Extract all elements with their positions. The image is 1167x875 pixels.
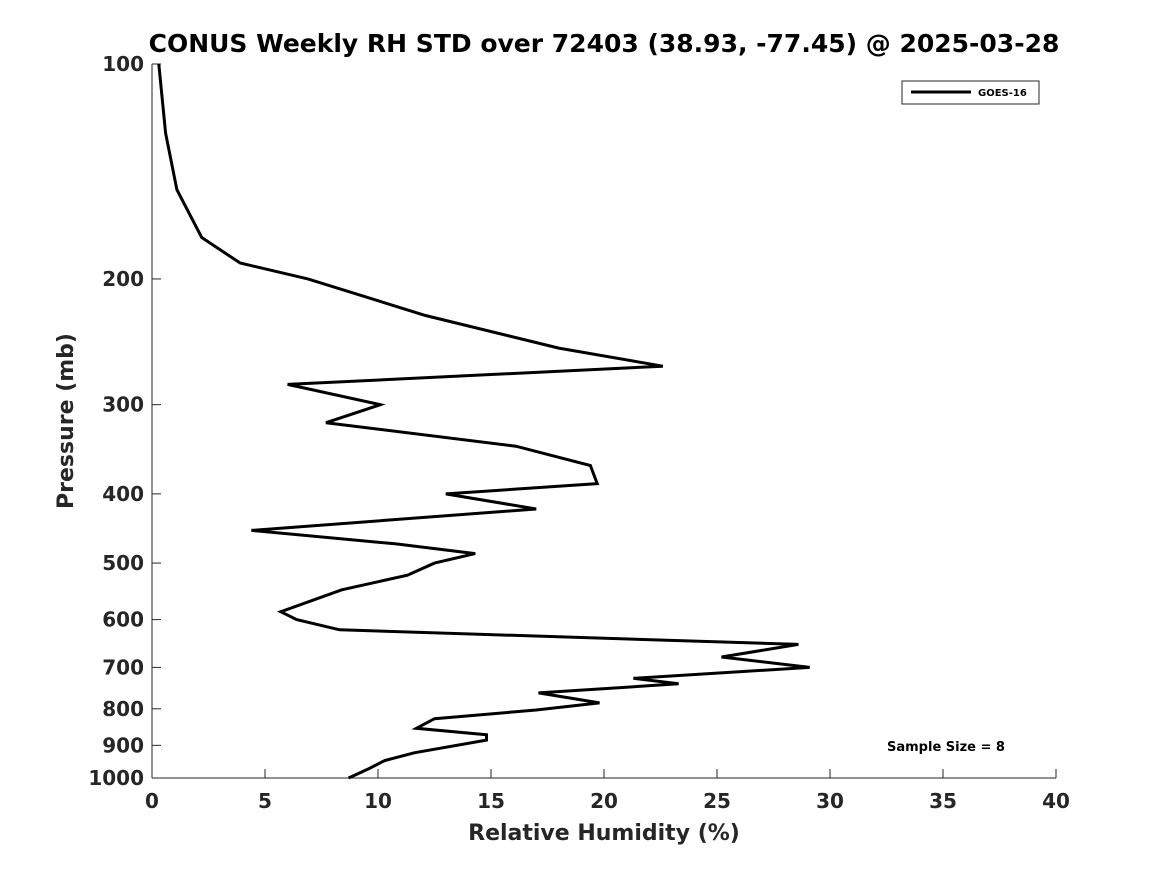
y-tick-label: 600 — [102, 608, 144, 632]
x-tick-label: 5 — [258, 789, 272, 813]
legend-label-goes-16: GOES-16 — [978, 88, 1027, 99]
legend: GOES-16 — [901, 80, 1040, 105]
y-tick-label: 400 — [102, 482, 144, 506]
x-tick-label: 0 — [145, 789, 159, 813]
x-tick-label: 35 — [929, 789, 957, 813]
sample-size-annotation: Sample Size = 8 — [887, 740, 1005, 755]
x-tick-label: 40 — [1042, 789, 1070, 813]
plot-area: 0 5 10 15 20 25 30 35 40 100 200 300 400 500 600 700 800… — [88, 52, 1070, 813]
y-tick-label: 300 — [102, 393, 144, 417]
y-tick-label: 200 — [102, 267, 144, 291]
y-tick-label: 100 — [102, 52, 144, 76]
x-tick-label: 10 — [364, 789, 392, 813]
y-tick-label: 800 — [102, 697, 144, 721]
y-tick-label: 500 — [102, 551, 144, 575]
y-tick-label: 1000 — [88, 766, 144, 790]
series-line-goes-16 — [157, 63, 810, 780]
x-tick-label: 25 — [703, 789, 731, 813]
y-tick-label: 900 — [102, 733, 144, 757]
x-tick-label: 20 — [590, 789, 618, 813]
x-tick-label: 30 — [816, 789, 844, 813]
x-axis-label: Relative Humidity (%) — [468, 821, 740, 846]
y-tick-label: 700 — [102, 655, 144, 679]
x-tick-label: 15 — [477, 789, 505, 813]
y-axis-label: Pressure (mb) — [54, 333, 79, 509]
chart-title: CONUS Weekly RH STD over 72403 (38.93, -… — [149, 29, 1060, 58]
